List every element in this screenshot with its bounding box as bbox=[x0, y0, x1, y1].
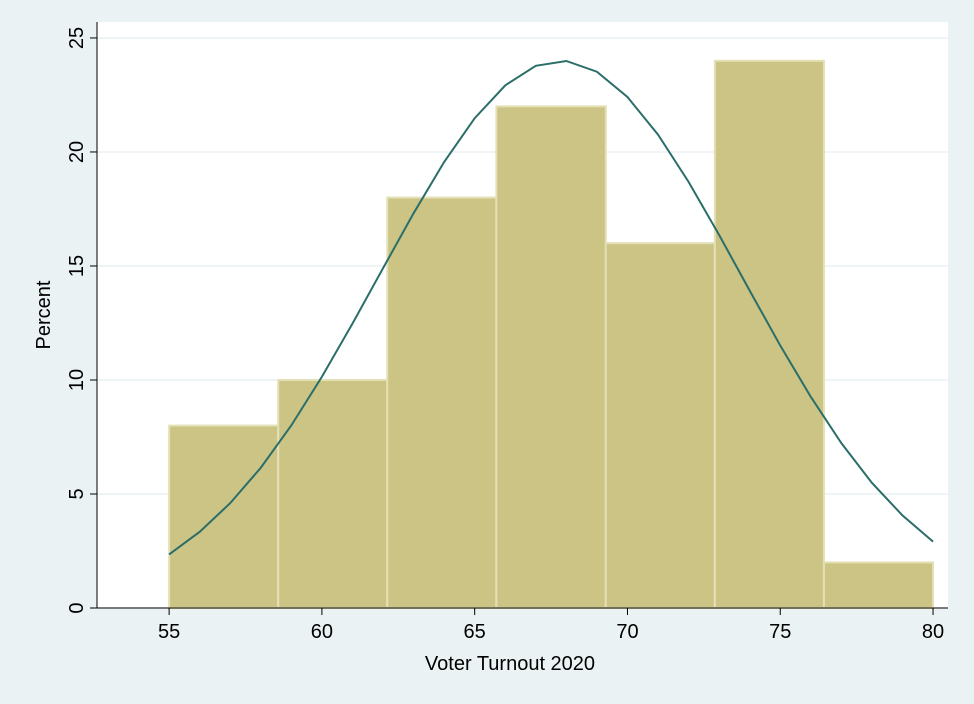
bar bbox=[604, 242, 716, 609]
bar bbox=[822, 561, 935, 610]
bar bbox=[277, 378, 389, 609]
bar bbox=[386, 196, 498, 609]
x-tick-label: 65 bbox=[464, 621, 486, 643]
bar bbox=[168, 424, 280, 609]
y-tick-label: 20 bbox=[66, 141, 88, 163]
x-tick-label: 80 bbox=[922, 621, 944, 643]
x-tick-label: 70 bbox=[616, 621, 638, 643]
bar bbox=[495, 105, 607, 610]
y-tick-label: 0 bbox=[66, 602, 88, 613]
x-tick-label: 75 bbox=[769, 621, 791, 643]
x-tick-label: 55 bbox=[158, 621, 180, 643]
y-tick-label: 5 bbox=[66, 488, 88, 499]
density-curve bbox=[168, 59, 934, 556]
y-tick-label: 15 bbox=[66, 255, 88, 277]
bar bbox=[713, 59, 825, 610]
x-axis-title: Voter Turnout 2020 bbox=[425, 653, 595, 675]
y-axis-title: Percent bbox=[33, 280, 55, 349]
y-tick-label: 10 bbox=[66, 369, 88, 391]
y-tick-label: 25 bbox=[66, 27, 88, 49]
x-tick-label: 60 bbox=[311, 621, 333, 643]
